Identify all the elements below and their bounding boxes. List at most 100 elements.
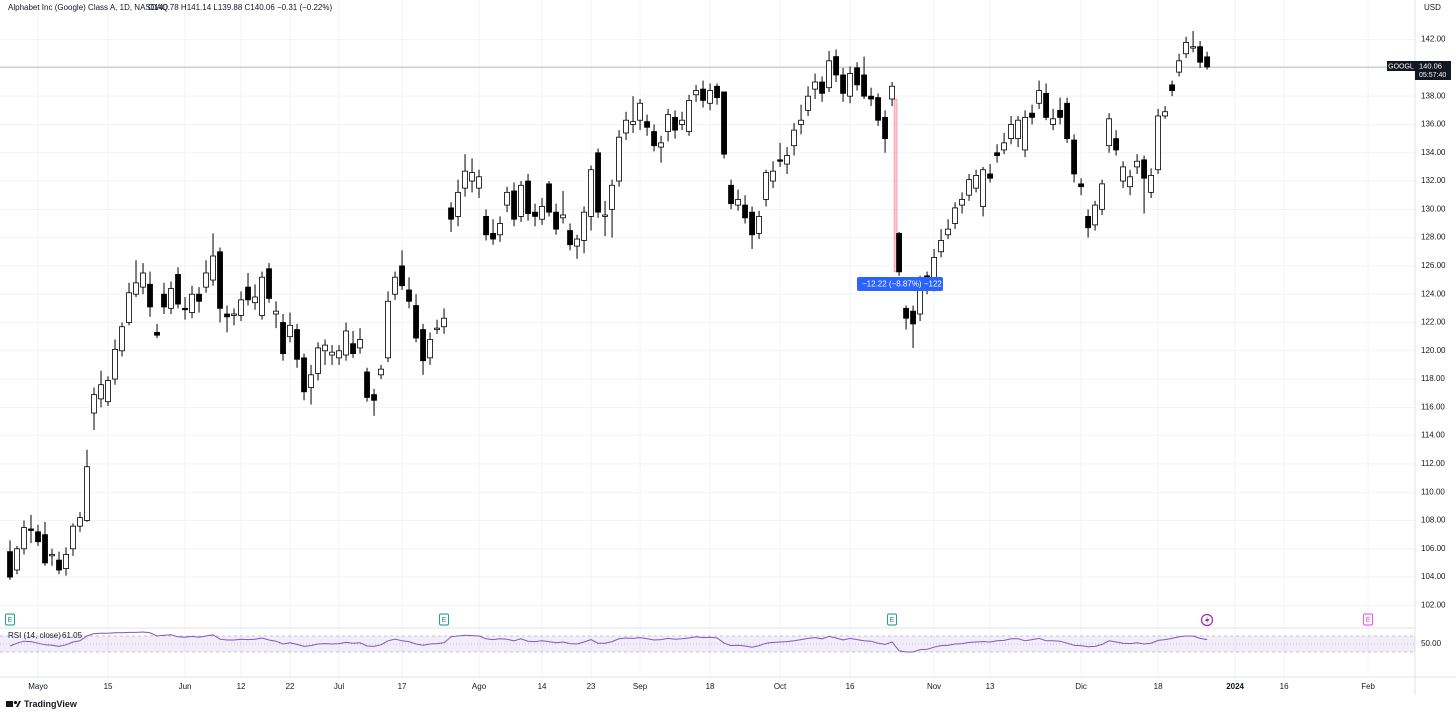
event-marker[interactable]: E [887,613,898,626]
candle-body [294,329,300,360]
y-tick-label: 118.00 [1421,374,1445,383]
candle-body [112,348,118,380]
candle-body [147,283,153,308]
candle-body [602,214,608,217]
x-tick-label: 14 [538,682,547,691]
measure-label: −12.22 (−8.87%) −122 [862,280,942,289]
brand-logo[interactable]: TradingView [6,699,78,709]
candle-body [287,324,293,338]
candle-body [945,228,951,236]
y-tick-label: 136.00 [1421,120,1446,129]
candle-body [847,73,853,97]
rsi-value: 61.05 [62,631,83,640]
candle-body [539,206,545,220]
candle-body [70,525,76,550]
y-tick-label: 112.00 [1421,459,1445,468]
candle-body [1120,166,1126,182]
event-marker[interactable]: E [1363,613,1374,626]
candle-body [749,211,755,236]
candle-body [686,100,692,132]
candle-body [798,119,804,125]
x-tick-label: 15 [104,682,113,691]
measure-range [893,98,898,273]
candle-body [994,152,1000,156]
x-tick-label: Sep [633,682,648,691]
candle-body [511,190,517,220]
x-tick-label: Dic [1075,682,1087,691]
candle-body [1099,183,1105,210]
candle-body [546,183,552,213]
candle-body [903,307,909,319]
candle-body [497,223,503,236]
candle-body [1183,42,1189,55]
candle-body [427,339,433,359]
candle-body [819,81,825,94]
candle-body [441,317,447,328]
candle-body [567,230,573,246]
candle-body [721,91,727,155]
candle-body [119,326,125,352]
candle-body [1162,111,1168,117]
candle-body [140,272,146,288]
candle-body [357,339,363,349]
candle-body [1008,124,1014,140]
candle-body [700,88,706,101]
price-tag: 140.06 [1419,61,1442,70]
y-tick-label: 104.00 [1421,572,1446,581]
candle-body [588,169,594,217]
y-tick-label: 114.00 [1421,431,1445,440]
candle-body [91,394,97,414]
y-tick-label: 130.00 [1421,204,1446,213]
candle-body [1085,216,1091,229]
candle-body [350,343,356,355]
candle-body [1071,139,1077,175]
x-tick-label: 22 [286,682,295,691]
candle-body [616,136,622,182]
candle-body [1204,56,1210,68]
candle-body [812,81,818,90]
candle-body [1155,115,1161,171]
x-tick-label: 16 [1280,682,1289,691]
candle-body [301,357,307,393]
candle-body [665,114,671,132]
alert-icon[interactable] [1200,613,1214,627]
candle-body [154,331,160,336]
event-marker[interactable]: E [439,613,449,626]
y-tick-label: 126.00 [1421,261,1446,270]
candle-body [679,119,685,125]
candle-body [406,289,412,302]
candle-body [420,329,426,362]
symbol-tag-box [1387,61,1415,71]
candle-body [777,159,783,162]
candle-body [378,368,384,376]
candle-body [252,296,258,304]
candle-body [84,466,90,521]
brand-name: TradingView [24,699,78,709]
symbol-tag: GOOGL [1388,63,1414,70]
rsi-line [9,631,1208,653]
candle-body [1064,102,1070,140]
candle-body [1092,204,1098,226]
candle-body [329,351,335,356]
candle-body [805,95,811,111]
candle-body [868,95,874,100]
candle-body [987,173,993,179]
y-tick-label: 108.00 [1421,516,1446,525]
candle-body [280,322,286,355]
candle-body [364,371,370,398]
candle-body [189,293,195,313]
candle-body [168,288,174,309]
event-marker[interactable]: E [5,613,15,626]
candle-body [504,191,510,206]
candle-body [882,116,888,140]
y-tick-label: 124.00 [1421,289,1446,298]
plot [0,31,1415,653]
event-label: E [8,617,13,624]
rsi-tick-label: 50.00 [1421,639,1442,648]
candle-body [1050,118,1056,125]
candle-body [1134,160,1140,168]
candle-body [490,232,496,240]
candle-body [133,282,139,295]
x-tick-label: 2024 [1226,682,1244,691]
